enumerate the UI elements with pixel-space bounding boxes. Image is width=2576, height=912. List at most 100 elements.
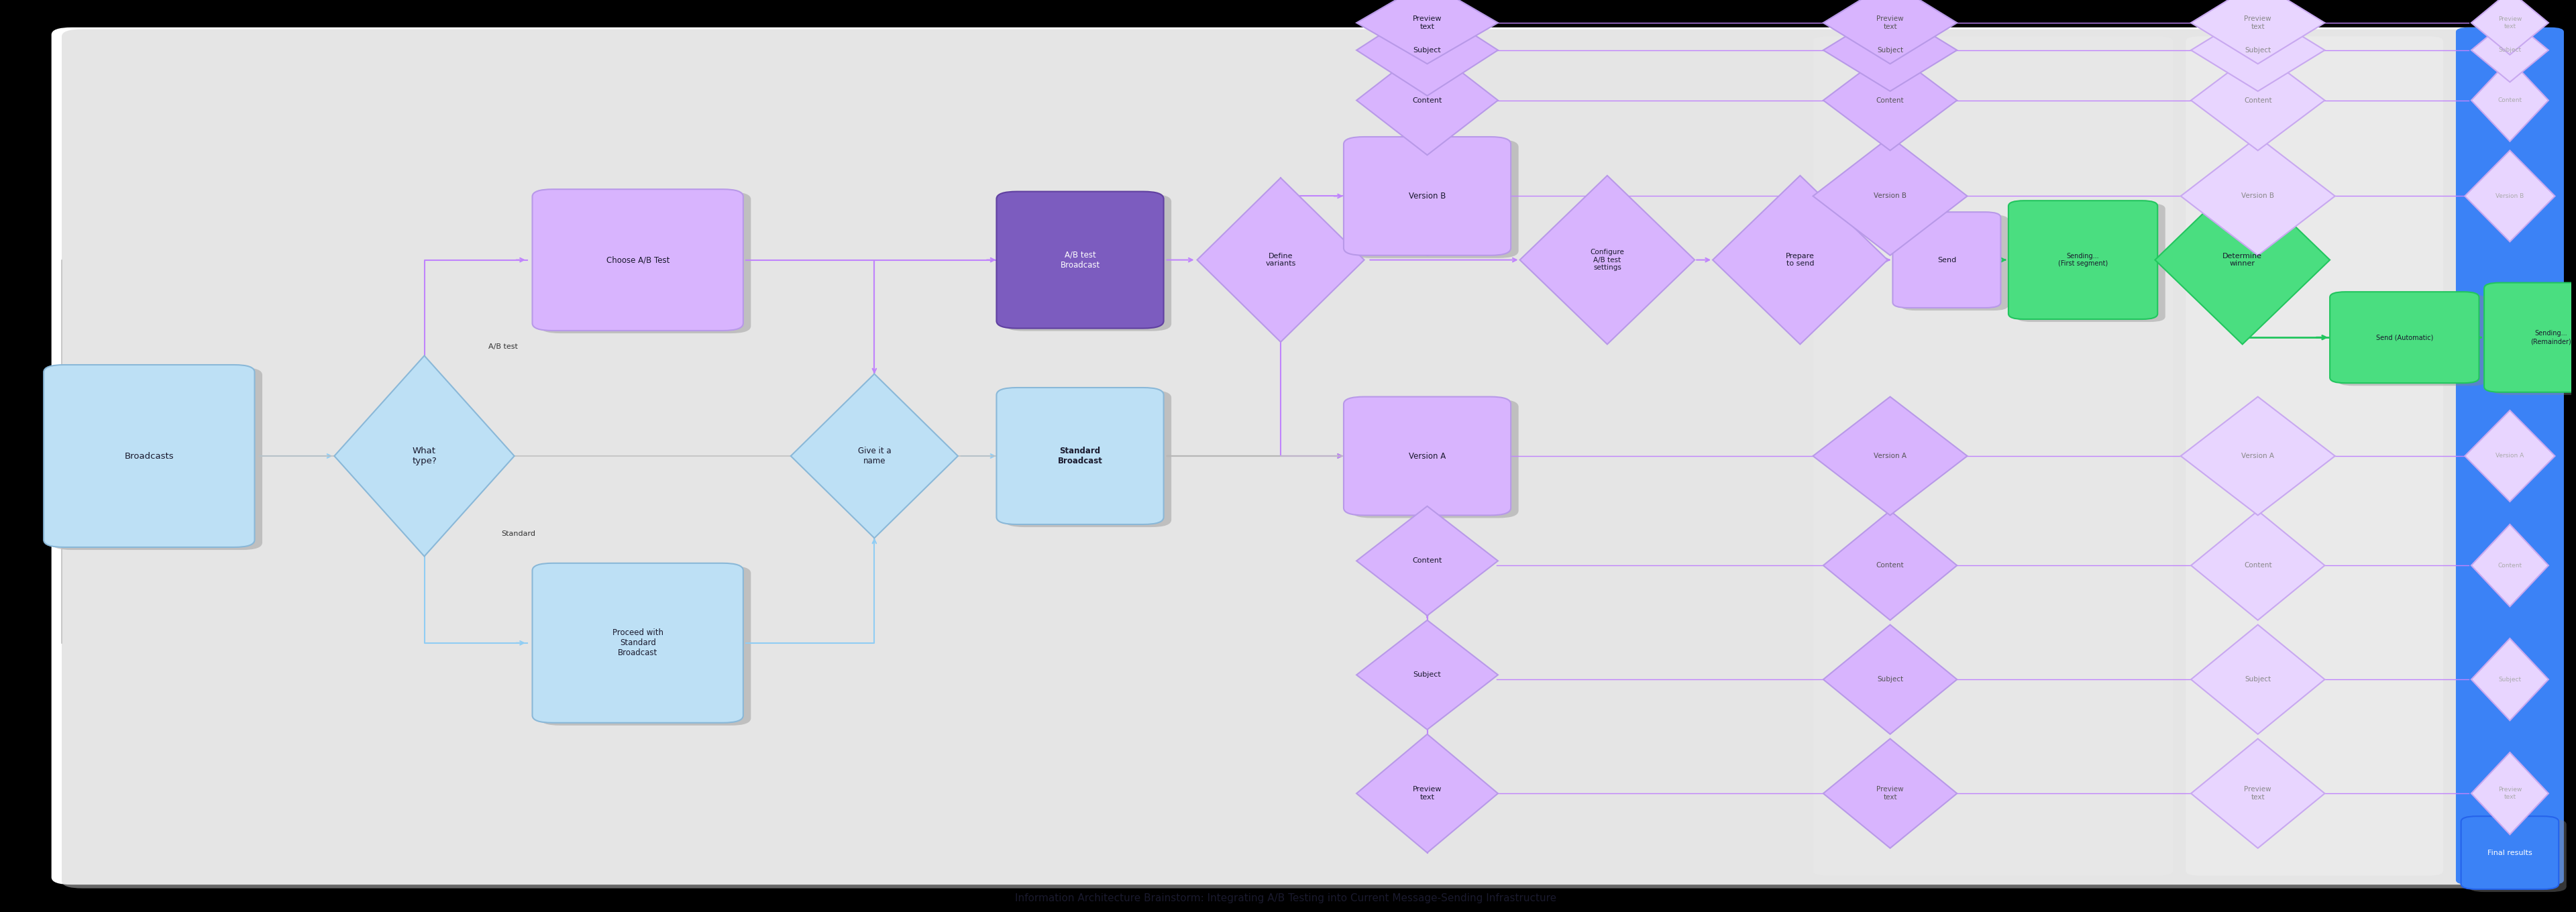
Text: ★: ★ [2347, 322, 2360, 335]
Text: Version A: Version A [1873, 452, 1906, 460]
Polygon shape [2470, 638, 2548, 720]
Polygon shape [1824, 9, 1958, 91]
Polygon shape [2192, 511, 2324, 620]
Polygon shape [1358, 506, 1499, 616]
Text: Final results: Final results [2488, 849, 2532, 856]
Polygon shape [1814, 137, 1968, 255]
Polygon shape [1814, 397, 1968, 515]
Text: Choose A/B Test: Choose A/B Test [605, 255, 670, 264]
Text: Preview
text: Preview text [1412, 16, 1443, 30]
Polygon shape [2182, 397, 2334, 515]
Polygon shape [2465, 410, 2555, 502]
Polygon shape [2192, 9, 2324, 91]
FancyBboxPatch shape [997, 192, 1164, 328]
Text: Preview
text: Preview text [1412, 786, 1443, 801]
Text: Proceed with
Standard
Broadcast: Proceed with Standard Broadcast [613, 628, 662, 658]
FancyBboxPatch shape [2468, 819, 2566, 892]
FancyBboxPatch shape [1901, 215, 2009, 310]
Polygon shape [335, 356, 515, 556]
Text: Content: Content [2244, 97, 2272, 104]
Text: Subject: Subject [2244, 676, 2272, 683]
FancyBboxPatch shape [2329, 292, 2478, 383]
Polygon shape [2465, 150, 2555, 242]
Text: Version B: Version B [2496, 193, 2524, 199]
FancyBboxPatch shape [44, 365, 255, 547]
Text: Content: Content [2499, 563, 2522, 568]
FancyBboxPatch shape [1814, 36, 2174, 876]
FancyBboxPatch shape [2491, 285, 2576, 395]
Text: Preview
text: Preview text [1875, 786, 1904, 801]
Text: Subject: Subject [2499, 677, 2522, 682]
FancyBboxPatch shape [52, 27, 2519, 885]
Polygon shape [1358, 734, 1499, 853]
FancyBboxPatch shape [1352, 399, 1517, 518]
Text: Version B: Version B [1873, 192, 1906, 200]
Text: Subject: Subject [1878, 47, 1904, 54]
FancyBboxPatch shape [2460, 816, 2558, 889]
Text: Prepare
to send: Prepare to send [1785, 253, 1814, 267]
Text: Standard
Broadcast: Standard Broadcast [1059, 447, 1103, 465]
Polygon shape [1358, 0, 1499, 64]
FancyBboxPatch shape [62, 29, 2524, 888]
FancyBboxPatch shape [541, 565, 752, 726]
Text: Subject: Subject [2244, 47, 2272, 54]
Text: Content: Content [2244, 562, 2272, 569]
Text: Version A: Version A [1409, 451, 1445, 461]
Text: Version A: Version A [2496, 453, 2524, 459]
Text: Send (Automatic): Send (Automatic) [2375, 334, 2434, 341]
Text: Content: Content [1412, 97, 1443, 104]
Text: Content: Content [1875, 562, 1904, 569]
FancyBboxPatch shape [533, 564, 744, 722]
Polygon shape [791, 374, 958, 538]
FancyBboxPatch shape [1005, 390, 1172, 527]
Text: Configure
A/B test
settings: Configure A/B test settings [1589, 249, 1625, 271]
FancyBboxPatch shape [541, 192, 752, 334]
Polygon shape [1824, 739, 1958, 848]
Text: Broadcasts: Broadcasts [124, 451, 173, 461]
Text: Sending...
(First segment): Sending... (First segment) [2058, 253, 2107, 267]
Polygon shape [2470, 752, 2548, 834]
FancyBboxPatch shape [533, 190, 744, 331]
FancyBboxPatch shape [2483, 283, 2576, 392]
Text: Preview
text: Preview text [2244, 16, 2272, 30]
Polygon shape [2470, 0, 2548, 55]
Text: Content: Content [1875, 97, 1904, 104]
FancyBboxPatch shape [52, 368, 263, 550]
Text: Subject: Subject [1414, 671, 1440, 679]
Text: Give it a
name: Give it a name [858, 447, 891, 465]
Text: Version B: Version B [1409, 192, 1445, 201]
Text: Preview
text: Preview text [2499, 787, 2522, 800]
FancyBboxPatch shape [1005, 194, 1172, 331]
FancyBboxPatch shape [1893, 212, 2002, 308]
Polygon shape [2192, 739, 2324, 848]
Text: A/B test
Broadcast: A/B test Broadcast [1061, 251, 1100, 269]
Text: What
type?: What type? [412, 447, 438, 465]
Text: Content: Content [1412, 557, 1443, 565]
Text: Subject: Subject [1414, 47, 1440, 54]
Polygon shape [1358, 5, 1499, 96]
Text: Preview
text: Preview text [2244, 786, 2272, 801]
Polygon shape [2156, 175, 2329, 345]
Text: Preview
text: Preview text [2499, 16, 2522, 29]
Text: Subject: Subject [2499, 47, 2522, 53]
FancyBboxPatch shape [2336, 295, 2486, 386]
Polygon shape [2192, 50, 2324, 150]
FancyBboxPatch shape [2009, 201, 2159, 319]
Polygon shape [2192, 625, 2324, 734]
Text: Define
variants: Define variants [1265, 253, 1296, 267]
Text: Version B: Version B [2241, 192, 2275, 200]
Polygon shape [1713, 175, 1888, 345]
FancyBboxPatch shape [2017, 203, 2166, 322]
Text: Information Architecture Brainstorm: Integrating A/B Testing into Current Messag: Information Architecture Brainstorm: Int… [1015, 893, 1556, 904]
Polygon shape [1358, 46, 1499, 155]
Polygon shape [1520, 175, 1695, 345]
Polygon shape [2470, 18, 2548, 82]
FancyBboxPatch shape [1352, 140, 1517, 258]
Text: Preview
text: Preview text [1875, 16, 1904, 30]
Text: Standard: Standard [502, 530, 536, 537]
FancyBboxPatch shape [2187, 36, 2442, 876]
Polygon shape [1358, 620, 1499, 730]
Text: Determine
winner: Determine winner [2223, 253, 2262, 267]
Text: Sending...
(Remainder): Sending... (Remainder) [2530, 330, 2571, 345]
Polygon shape [2470, 59, 2548, 141]
